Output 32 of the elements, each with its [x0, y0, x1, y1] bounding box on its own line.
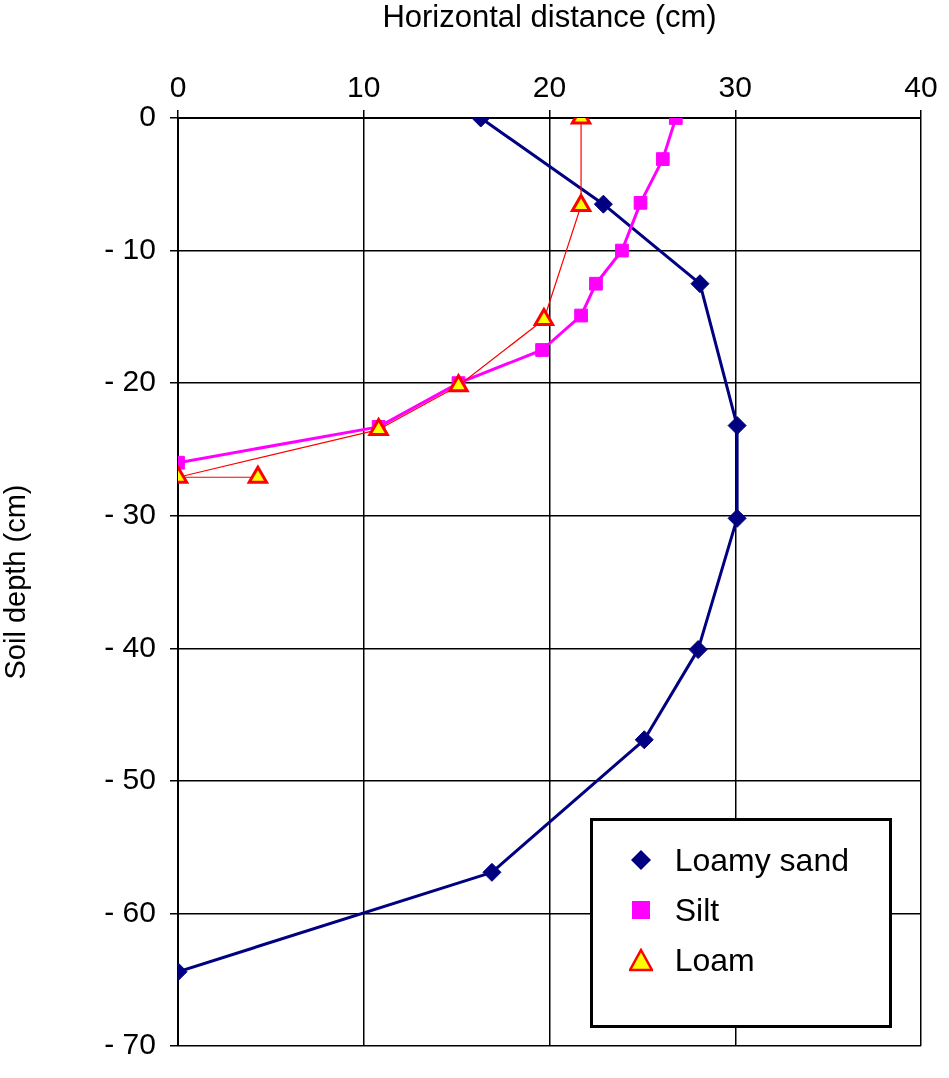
point [690, 274, 710, 294]
point [535, 343, 549, 357]
y-tick-label: - 20 [104, 364, 156, 398]
point [688, 640, 708, 660]
x-tick-label: 10 [347, 70, 381, 104]
legend-label: Silt [674, 891, 720, 930]
y-tick-label: - 40 [104, 629, 156, 663]
point [593, 194, 613, 214]
y-axis-title: Soil depth (cm) [0, 484, 32, 680]
point [727, 508, 747, 528]
point [655, 152, 670, 166]
y-tick-label: - 50 [104, 762, 156, 796]
point [634, 730, 654, 750]
point [727, 416, 747, 436]
x-tick-label: 0 [169, 70, 187, 104]
y-tick-label: - 60 [104, 894, 156, 928]
x-tick-label: 20 [532, 70, 567, 104]
x-tick-label: 40 [904, 70, 938, 104]
legend-label: Loam [674, 941, 755, 980]
point [633, 195, 648, 210]
x-tick-label: 30 [718, 70, 752, 104]
point [533, 308, 555, 327]
x-axis-title: Horizontal distance (cm) [382, 0, 717, 35]
legend-label: Loamy sand [674, 841, 849, 880]
y-tick-label: - 10 [104, 231, 156, 265]
point [589, 276, 603, 291]
y-tick-label: 0 [139, 99, 156, 133]
y-tick-label: - 70 [104, 1027, 156, 1061]
y-tick-label: - 30 [104, 496, 156, 530]
point [615, 243, 629, 258]
point [574, 308, 588, 323]
point [482, 862, 502, 882]
